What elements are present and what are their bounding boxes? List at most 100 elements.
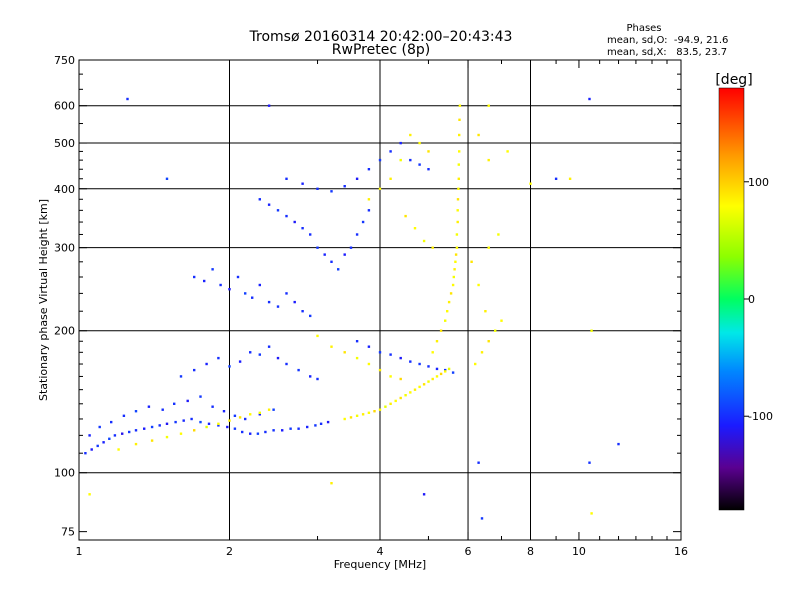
data-point-o	[306, 425, 309, 429]
data-point-x	[487, 158, 490, 162]
y-tick-label: 600	[54, 100, 75, 113]
y-tick-label: 100	[54, 467, 75, 480]
data-point-x	[367, 198, 371, 201]
data-point-o	[249, 432, 252, 435]
data-point-o	[285, 292, 288, 295]
data-point-x	[457, 177, 460, 180]
data-point-o	[343, 253, 346, 256]
y-tick-labels: 75 100 200 300 400 500 600 750	[54, 54, 75, 539]
x-tick-labels: 1 2 4 6 8 10 16	[76, 545, 689, 558]
data-point-o	[319, 422, 323, 425]
data-point-x	[457, 187, 460, 190]
data-point-o	[143, 427, 146, 430]
data-point-x	[590, 329, 593, 332]
data-point-x	[454, 260, 457, 263]
data-point-o	[418, 163, 421, 166]
data-point-x	[446, 310, 449, 313]
stats-line-o: mean, sd,O: -94.9, 21.6	[607, 35, 728, 46]
data-point-x	[343, 351, 346, 354]
grid	[79, 60, 681, 540]
data-point-x	[150, 439, 154, 442]
y-tick-label: 200	[54, 325, 75, 338]
data-point-x	[455, 233, 459, 236]
data-point-x	[431, 377, 434, 381]
data-point-o	[297, 368, 300, 372]
data-point-o	[134, 410, 138, 413]
data-point-o	[293, 300, 296, 304]
x-tick-label: 8	[527, 545, 534, 558]
data-point-o	[236, 275, 240, 279]
data-point-o	[409, 158, 412, 162]
data-point-x	[228, 419, 231, 422]
data-point-x	[447, 300, 451, 304]
data-point-x	[378, 368, 382, 372]
data-point-o	[480, 517, 484, 520]
data-point-o	[173, 402, 176, 405]
data-point-o	[367, 168, 371, 171]
data-point-o	[378, 158, 382, 162]
data-point-x	[389, 177, 392, 180]
data-point-o	[309, 375, 312, 378]
data-point-x	[117, 448, 120, 451]
data-point-x	[431, 351, 434, 354]
data-point-x	[484, 310, 487, 313]
data-point-o	[281, 429, 284, 432]
colorbar-tick-label: -100	[748, 410, 773, 423]
data-point-o	[264, 430, 267, 434]
data-point-x	[330, 482, 333, 485]
data-point-x	[355, 414, 359, 417]
data-point-x	[477, 283, 480, 287]
data-point-o	[199, 420, 202, 424]
data-point-x	[444, 319, 447, 322]
data-point-o	[314, 424, 317, 427]
data-point-x	[378, 187, 382, 190]
data-point-x	[399, 396, 402, 400]
data-point-o	[444, 368, 447, 372]
data-point-o	[98, 425, 101, 429]
data-point-x	[447, 367, 451, 371]
data-point-x	[378, 408, 382, 411]
data-point-o	[219, 283, 222, 287]
colorbar-tick-label: 100	[748, 176, 769, 189]
data-point-x	[444, 370, 447, 373]
data-point-o	[90, 448, 93, 451]
data-point-o	[258, 353, 261, 356]
data-point-o	[258, 413, 261, 416]
data-point-x	[384, 405, 387, 408]
data-point-o	[217, 356, 220, 360]
data-point-o	[222, 410, 226, 413]
data-point-o	[316, 187, 319, 190]
data-point-o	[179, 375, 183, 378]
colorbar	[718, 87, 745, 511]
x-tick-label: 4	[377, 545, 384, 558]
data-point-o	[427, 168, 430, 171]
data-point-o	[337, 268, 340, 271]
data-point-o	[88, 434, 91, 437]
data-point-x	[238, 416, 242, 419]
data-point-x	[590, 512, 593, 515]
data-point-x	[449, 292, 453, 295]
data-point-x	[389, 375, 392, 378]
data-point-x	[249, 413, 252, 416]
data-point-o	[276, 209, 280, 212]
data-point-o	[451, 371, 455, 374]
data-point-x	[439, 372, 443, 376]
data-point-o	[422, 493, 426, 496]
data-point-x	[413, 388, 417, 391]
data-point-o	[267, 345, 271, 348]
data-point-o	[165, 422, 169, 425]
data-point-x	[427, 150, 430, 153]
x-tick-label: 6	[465, 545, 472, 558]
data-point-o	[297, 427, 300, 430]
data-point-o	[199, 395, 202, 398]
data-point-x	[330, 345, 333, 348]
data-point-x	[458, 133, 461, 137]
stats-line-x: mean, sd,X: 83.5, 23.7	[607, 47, 727, 58]
data-point-x	[456, 220, 459, 224]
data-point-x	[355, 356, 359, 360]
data-point-o	[258, 198, 261, 201]
data-point-o	[285, 177, 288, 180]
data-point-x	[470, 260, 473, 263]
data-point-x	[165, 435, 169, 439]
